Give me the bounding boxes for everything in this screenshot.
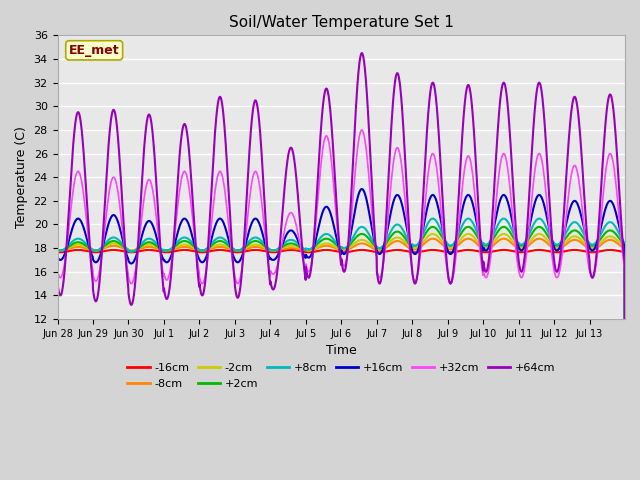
Line: +2cm: +2cm — [58, 227, 625, 461]
+2cm — [110, 238, 118, 244]
-8cm — [513, 244, 520, 250]
-16cm — [358, 247, 365, 253]
+16cm — [513, 237, 520, 243]
+8cm — [545, 229, 552, 235]
Y-axis label: Temperature (C): Temperature (C) — [15, 126, 28, 228]
+8cm — [233, 248, 241, 253]
-8cm — [376, 248, 383, 253]
+64cm — [621, 458, 629, 464]
Legend: -16cm, -8cm, -2cm, +2cm, +8cm, +16cm, +32cm, +64cm: -16cm, -8cm, -2cm, +2cm, +8cm, +16cm, +3… — [123, 359, 559, 393]
+16cm — [54, 254, 61, 260]
-16cm — [613, 248, 621, 253]
-2cm — [110, 240, 118, 246]
+16cm — [233, 259, 241, 265]
-16cm — [513, 249, 520, 255]
+64cm — [376, 281, 383, 287]
Line: -2cm: -2cm — [58, 234, 625, 461]
+64cm — [613, 154, 621, 159]
+8cm — [54, 247, 61, 252]
-8cm — [233, 248, 241, 253]
+64cm — [54, 281, 61, 287]
-2cm — [545, 239, 552, 244]
-8cm — [545, 241, 552, 247]
+8cm — [110, 235, 118, 240]
-8cm — [54, 247, 61, 253]
-16cm — [54, 249, 61, 255]
+32cm — [545, 216, 552, 222]
Line: -8cm: -8cm — [58, 239, 625, 461]
+2cm — [545, 234, 552, 240]
-2cm — [429, 231, 436, 237]
+16cm — [376, 251, 383, 257]
-8cm — [613, 240, 621, 246]
-16cm — [621, 458, 629, 464]
-16cm — [110, 247, 118, 253]
-2cm — [376, 246, 383, 252]
+8cm — [376, 245, 383, 251]
-16cm — [376, 250, 383, 255]
X-axis label: Time: Time — [326, 344, 356, 357]
+2cm — [613, 233, 621, 239]
+16cm — [358, 186, 365, 192]
+16cm — [613, 215, 621, 220]
-16cm — [545, 248, 552, 254]
+32cm — [613, 192, 621, 198]
+8cm — [513, 237, 520, 242]
-8cm — [621, 458, 629, 464]
+32cm — [110, 175, 118, 180]
+32cm — [358, 127, 365, 133]
+64cm — [358, 50, 365, 56]
-2cm — [513, 242, 520, 248]
-16cm — [233, 250, 241, 255]
-2cm — [613, 238, 621, 243]
+2cm — [233, 248, 241, 253]
-8cm — [110, 243, 118, 249]
+2cm — [513, 240, 520, 245]
-2cm — [233, 248, 241, 253]
+64cm — [513, 233, 520, 239]
-2cm — [54, 247, 61, 253]
Line: +32cm: +32cm — [58, 130, 625, 461]
+32cm — [376, 275, 383, 281]
+16cm — [621, 458, 629, 464]
+64cm — [110, 108, 118, 113]
+2cm — [621, 458, 629, 464]
Line: -16cm: -16cm — [58, 250, 625, 461]
+2cm — [376, 245, 383, 251]
+2cm — [54, 247, 61, 253]
+32cm — [513, 251, 520, 257]
+32cm — [621, 458, 629, 464]
+64cm — [545, 180, 552, 186]
Line: +16cm: +16cm — [58, 189, 625, 461]
+8cm — [429, 216, 436, 221]
Line: +8cm: +8cm — [58, 218, 625, 461]
+16cm — [110, 212, 118, 218]
Text: EE_met: EE_met — [69, 44, 120, 57]
Line: +64cm: +64cm — [58, 53, 625, 461]
+16cm — [545, 221, 552, 227]
+32cm — [54, 268, 61, 274]
+32cm — [233, 280, 241, 286]
+8cm — [613, 227, 621, 233]
+2cm — [429, 224, 436, 230]
Title: Soil/Water Temperature Set 1: Soil/Water Temperature Set 1 — [229, 15, 454, 30]
+8cm — [621, 458, 629, 464]
-8cm — [429, 236, 436, 241]
-2cm — [621, 458, 629, 464]
+64cm — [233, 293, 241, 299]
